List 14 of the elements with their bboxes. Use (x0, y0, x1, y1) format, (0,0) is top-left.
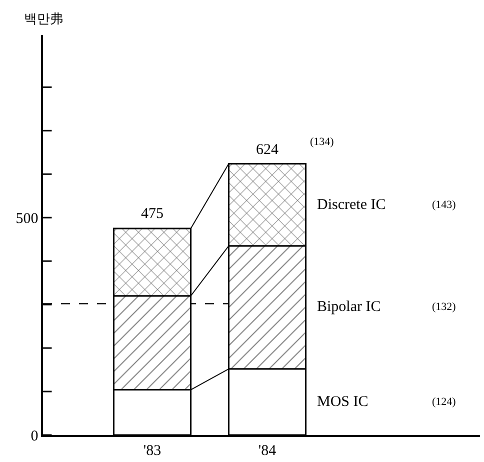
y-tick-label: 0 (30, 428, 38, 444)
x-tick-label: '83 (143, 442, 162, 459)
total-label: 475 (141, 206, 164, 222)
series-label: Discrete IC (317, 197, 386, 213)
total-label: 624 (256, 142, 279, 158)
text: (132) (432, 301, 456, 313)
x-tick-label: '84 (258, 442, 277, 459)
y-axis-title: 백만弗 (24, 12, 63, 27)
text: (124) (432, 396, 456, 408)
y-tick-label: 500 (16, 210, 38, 227)
series-label: Bipolar IC (317, 299, 381, 315)
annotation: (134) (310, 136, 334, 148)
text: (143) (432, 199, 456, 211)
series-label: MOS IC (317, 394, 368, 410)
